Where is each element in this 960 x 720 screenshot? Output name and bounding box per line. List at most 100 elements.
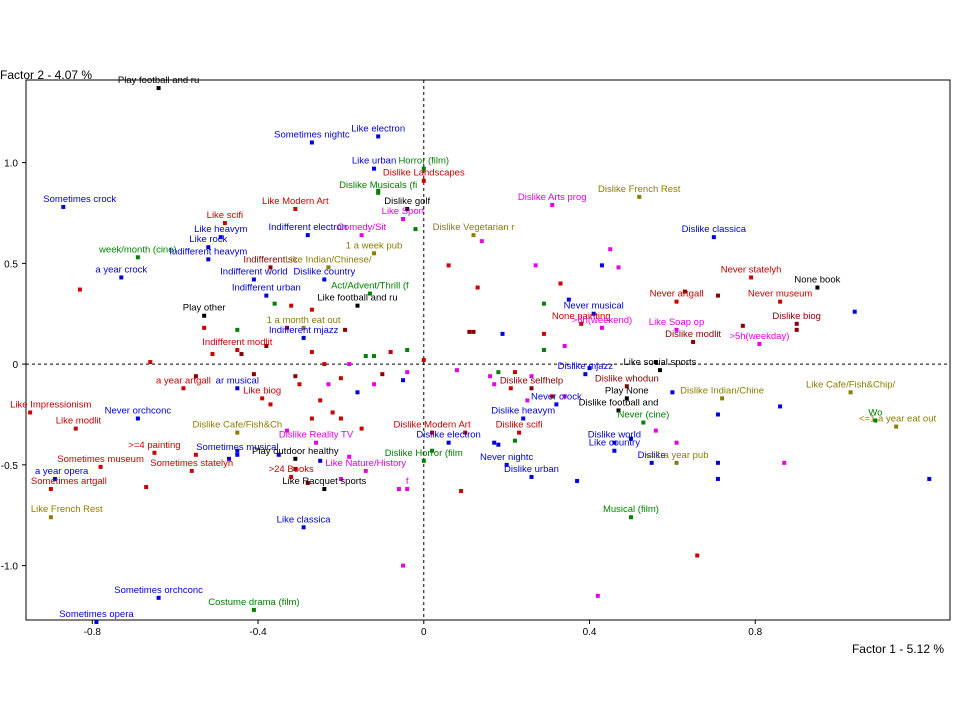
data-point-marker <box>852 309 857 314</box>
data-point-label: None painting <box>552 311 611 322</box>
data-point-marker <box>309 350 314 355</box>
data-point-label: Dislike classica <box>682 224 747 235</box>
data-point-marker <box>210 352 215 357</box>
data-point-marker <box>624 384 629 389</box>
data-point-marker <box>463 430 468 435</box>
data-point-marker <box>48 515 53 520</box>
data-point-marker <box>372 251 377 256</box>
data-point-label: Dislike whodun <box>595 373 659 384</box>
data-point-marker <box>583 372 588 377</box>
data-point-marker <box>272 301 277 306</box>
data-point-label: a year crock <box>95 264 147 275</box>
data-point-marker <box>492 382 497 387</box>
data-point-label: Like social sports <box>624 357 697 368</box>
data-point-marker <box>251 607 256 612</box>
data-point-marker <box>430 448 435 453</box>
data-point-marker <box>343 327 348 332</box>
data-point-marker <box>873 418 878 423</box>
data-point-marker <box>401 378 406 383</box>
data-point-marker <box>749 275 754 280</box>
data-point-marker <box>421 178 426 183</box>
data-point-label: Sometimes opera <box>59 609 134 620</box>
data-point-label: >5h(weekday) <box>729 331 789 342</box>
data-point-label: >5h(weekend) <box>572 315 632 326</box>
data-point-label: Like Impressionism <box>10 399 91 410</box>
data-point-label: None book <box>794 275 840 286</box>
data-point-marker <box>711 235 716 240</box>
data-point-marker <box>575 478 580 483</box>
data-point-marker <box>794 321 799 326</box>
data-point-marker <box>338 476 343 481</box>
plot-frame <box>25 79 951 621</box>
data-point-marker <box>355 390 360 395</box>
data-point-marker <box>405 487 410 492</box>
data-point-marker <box>778 404 783 409</box>
data-point-marker <box>612 440 617 445</box>
data-point-marker <box>218 235 223 240</box>
data-point-label: Indifferent mjazz <box>269 325 339 336</box>
data-point-label: ar musical <box>216 375 259 386</box>
data-point-marker <box>541 301 546 306</box>
data-point-marker <box>794 327 799 332</box>
data-point-label: 1 a month eat out <box>267 315 341 326</box>
data-point-marker <box>285 428 290 433</box>
data-point-marker <box>454 368 459 373</box>
data-point-label: Dislike Vegetarian r <box>433 222 515 233</box>
data-point-marker <box>500 331 505 336</box>
data-point-marker <box>189 468 194 473</box>
data-point-label: Sometimes orchconc <box>114 585 203 596</box>
data-point-label: Costume drama (film) <box>208 597 299 608</box>
data-point-label: Never artgall <box>650 289 704 300</box>
data-point-marker <box>347 362 352 367</box>
data-point-marker <box>338 376 343 381</box>
data-point-marker <box>318 398 323 403</box>
data-point-marker <box>376 190 381 195</box>
data-point-label: Dislike electron <box>416 430 480 441</box>
data-point-label: <=1 a year pub <box>645 450 709 461</box>
data-point-label: Indifferent electron <box>269 222 348 233</box>
data-point-marker <box>322 277 327 282</box>
data-point-label: Like Soap op <box>649 317 704 328</box>
data-point-label: Like classica <box>277 514 332 525</box>
data-point-label: Like scifi <box>207 210 243 221</box>
data-point-label: Horror (film) <box>398 156 449 167</box>
data-point-label: Dislike biog <box>772 311 821 322</box>
data-point-marker <box>587 366 592 371</box>
data-point-label: Dislike heavym <box>491 406 555 417</box>
data-point-label: Dislike Horror (film <box>385 448 463 459</box>
data-point-marker <box>264 293 269 298</box>
data-point-label: Sometimes statelyh <box>150 458 233 469</box>
data-point-marker <box>355 303 360 308</box>
data-point-marker <box>674 327 679 332</box>
data-point-label: Dislike urban <box>504 464 559 475</box>
data-point-marker <box>305 480 310 485</box>
data-point-marker <box>521 416 526 421</box>
data-point-marker <box>289 303 294 308</box>
data-point-label: Indifferent modlit <box>202 337 272 348</box>
data-point-label: Dislike selfhelp <box>500 375 563 386</box>
data-point-marker <box>757 341 762 346</box>
data-point-marker <box>815 285 820 290</box>
data-point-marker <box>430 430 435 435</box>
data-point-marker <box>653 360 658 365</box>
data-point-marker <box>94 620 99 625</box>
data-point-marker <box>446 263 451 268</box>
data-point-marker <box>380 372 385 377</box>
data-point-marker <box>235 386 240 391</box>
data-point-label: >24 Books <box>269 464 314 475</box>
data-point-marker <box>591 311 596 316</box>
data-point-label: Like Sport <box>382 206 425 217</box>
data-point-label: Like rock <box>189 234 227 245</box>
data-point-marker <box>363 468 368 473</box>
data-point-marker <box>301 335 306 340</box>
data-point-marker <box>558 281 563 286</box>
data-point-marker <box>674 299 679 304</box>
data-point-marker <box>372 166 377 171</box>
data-point-marker <box>927 476 932 481</box>
data-point-marker <box>529 474 534 479</box>
data-point-label: Play None <box>605 385 649 396</box>
data-point-label: Dislike country <box>293 266 355 277</box>
data-point-marker <box>674 460 679 465</box>
data-point-marker <box>156 86 161 91</box>
